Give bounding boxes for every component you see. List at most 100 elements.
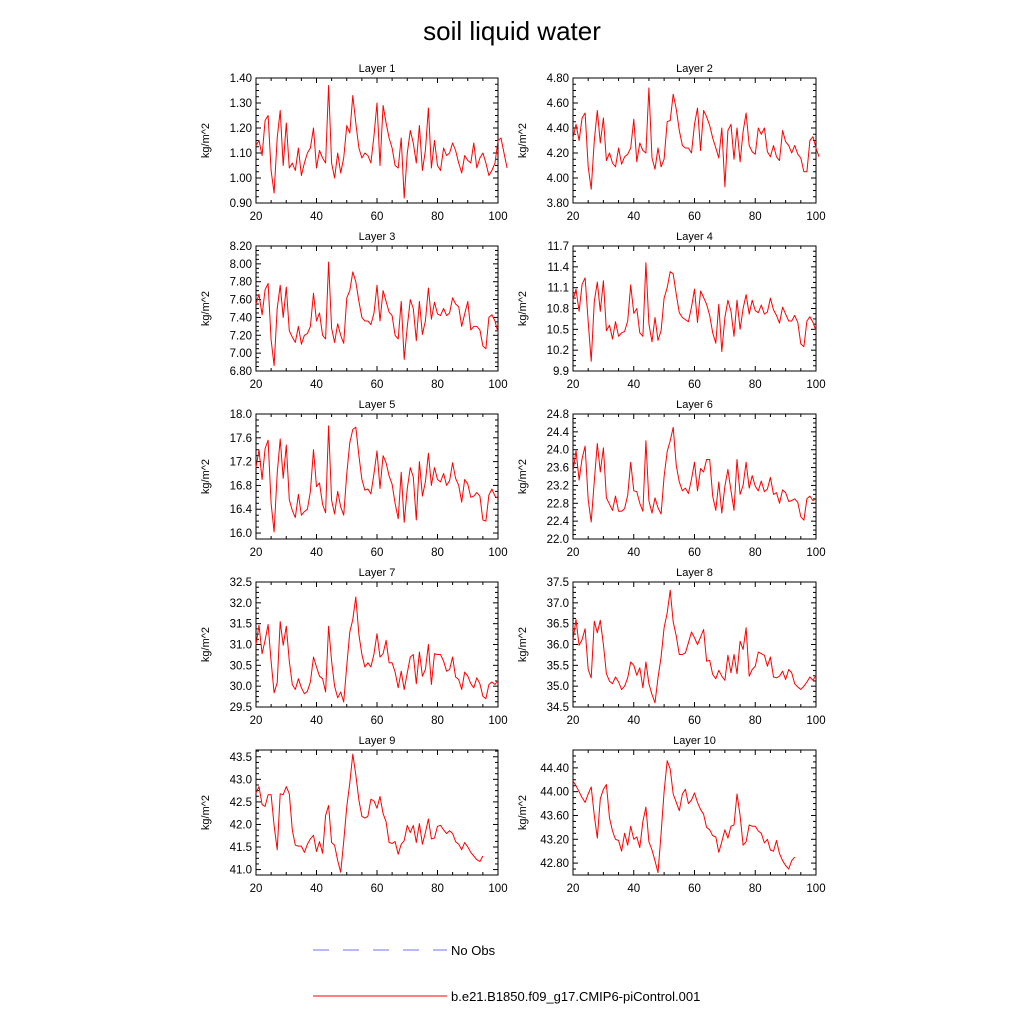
x-tick-label: 20 xyxy=(567,883,580,895)
y-tick-label: 8.00 xyxy=(230,259,252,271)
y-tick-label: 8.20 xyxy=(230,241,252,253)
panel-title: Layer 4 xyxy=(676,231,713,243)
y-axis-label: kg/m^2 xyxy=(517,459,529,494)
y-tick-label: 23.2 xyxy=(547,480,569,492)
x-tick-label: 100 xyxy=(806,547,825,559)
y-tick-label: 1.00 xyxy=(230,173,252,185)
y-tick-label: 0.90 xyxy=(230,198,252,210)
x-tick-label: 60 xyxy=(371,211,384,223)
y-tick-label: 42.5 xyxy=(230,797,252,809)
y-tick-label: 42.0 xyxy=(230,819,252,831)
panel-title: Layer 3 xyxy=(359,231,396,243)
x-tick-label: 20 xyxy=(567,547,580,559)
x-tick-label: 40 xyxy=(310,715,323,727)
y-tick-label: 31.0 xyxy=(230,640,252,652)
x-tick-label: 100 xyxy=(488,379,507,391)
x-tick-label: 80 xyxy=(431,883,444,895)
x-tick-label: 60 xyxy=(371,547,384,559)
series-line-layer-9 xyxy=(255,753,484,873)
y-axis-label: kg/m^2 xyxy=(200,459,212,494)
y-axis-label: kg/m^2 xyxy=(200,627,212,662)
y-tick-label: 7.20 xyxy=(230,330,252,342)
x-tick-label: 100 xyxy=(488,547,507,559)
y-tick-label: 35.0 xyxy=(547,681,569,693)
y-tick-label: 1.20 xyxy=(230,123,252,135)
series-line-layer-5 xyxy=(255,425,499,533)
x-tick-label: 40 xyxy=(310,883,323,895)
y-tick-label: 7.60 xyxy=(230,295,252,307)
panel-layer-2: Layer 2 kg/m^2 20 40 60 80 100 3.80 4.00 4.20 4.40… xyxy=(517,63,826,223)
y-tick-label: 43.0 xyxy=(230,774,252,786)
panel-title: Layer 7 xyxy=(359,567,396,579)
y-tick-label: 16.8 xyxy=(230,480,252,492)
y-tick-label: 37.0 xyxy=(547,598,569,610)
x-tick-label: 60 xyxy=(688,379,701,391)
panel-layer-6: Layer 6 kg/m^2 20 40 60 80 100 22.0 22.4 22.8 23.2… xyxy=(517,399,826,559)
x-tick-label: 100 xyxy=(488,211,507,223)
y-tick-label: 1.30 xyxy=(230,98,252,110)
x-tick-label: 100 xyxy=(806,883,825,895)
y-tick-label: 4.60 xyxy=(547,98,569,110)
series-line-layer-10 xyxy=(572,760,796,874)
panels: Layer 1 kg/m^2 20 40 60 80 100 0.90 1.00 1.10 1.20… xyxy=(200,63,826,895)
y-tick-label: 3.80 xyxy=(547,198,569,210)
y-axis-label: kg/m^2 xyxy=(517,123,529,158)
x-tick-label: 40 xyxy=(310,379,323,391)
y-axis-label: kg/m^2 xyxy=(517,291,529,326)
y-tick-label: 7.80 xyxy=(230,277,252,289)
series-line-layer-2 xyxy=(572,87,820,190)
x-tick-label: 80 xyxy=(749,211,762,223)
x-tick-label: 60 xyxy=(688,715,701,727)
x-tick-label: 80 xyxy=(749,883,762,895)
x-tick-label: 40 xyxy=(310,547,323,559)
y-tick-label: 18.0 xyxy=(230,409,252,421)
y-tick-label: 24.4 xyxy=(547,427,570,439)
x-tick-label: 100 xyxy=(806,715,825,727)
x-tick-label: 80 xyxy=(431,715,444,727)
x-tick-label: 20 xyxy=(250,547,263,559)
panel-layer-10: Layer 10 kg/m^2 20 40 60 80 100 42.80 43.20 43.60… xyxy=(517,735,826,895)
panel-layer-9: Layer 9 kg/m^2 20 40 60 80 100 41.0 41.5 42.0 42.5… xyxy=(200,735,508,895)
x-tick-label: 100 xyxy=(806,211,825,223)
y-tick-label: 1.10 xyxy=(230,148,252,160)
y-tick-label: 24.0 xyxy=(547,445,569,457)
x-tick-label: 80 xyxy=(749,547,762,559)
panel-title: Layer 10 xyxy=(673,735,716,747)
x-tick-label: 20 xyxy=(567,379,580,391)
y-tick-label: 23.6 xyxy=(547,463,569,475)
x-tick-label: 60 xyxy=(688,883,701,895)
panel-layer-5: Layer 5 kg/m^2 20 40 60 80 100 16.0 16.4 16.8 17.2… xyxy=(200,399,508,559)
y-tick-label: 16.0 xyxy=(230,528,252,540)
y-tick-label: 9.9 xyxy=(553,366,569,378)
y-tick-label: 10.8 xyxy=(547,304,569,316)
y-axis-label: kg/m^2 xyxy=(517,795,529,830)
x-tick-label: 60 xyxy=(688,547,701,559)
x-tick-label: 20 xyxy=(250,883,263,895)
y-tick-label: 41.5 xyxy=(230,842,252,854)
panel-layer-7: Layer 7 kg/m^2 20 40 60 80 100 29.5 30.0 30.5 31.0… xyxy=(200,567,508,727)
x-tick-label: 100 xyxy=(806,379,825,391)
panel-layer-1: Layer 1 kg/m^2 20 40 60 80 100 0.90 1.00 1.10 1.20… xyxy=(200,63,508,223)
y-tick-label: 42.80 xyxy=(540,858,569,870)
x-tick-label: 20 xyxy=(250,211,263,223)
panel-title: Layer 5 xyxy=(359,399,396,411)
y-tick-label: 30.5 xyxy=(230,660,252,672)
x-tick-label: 60 xyxy=(371,715,384,727)
x-tick-label: 100 xyxy=(488,883,507,895)
y-tick-label: 10.2 xyxy=(547,345,569,357)
panel-title: Layer 9 xyxy=(359,735,396,747)
y-tick-label: 17.6 xyxy=(230,433,252,445)
y-tick-label: 7.40 xyxy=(230,312,252,324)
panel-layer-4: Layer 4 kg/m^2 20 40 60 80 100 9.9 10.2 10.5 10.8 1… xyxy=(517,231,826,391)
y-tick-label: 29.5 xyxy=(230,702,252,714)
y-tick-label: 4.20 xyxy=(547,148,569,160)
x-tick-label: 60 xyxy=(688,211,701,223)
y-tick-label: 7.00 xyxy=(230,348,252,360)
series-line-layer-1 xyxy=(255,85,508,199)
series-line-layer-4 xyxy=(572,262,817,362)
y-tick-label: 31.5 xyxy=(230,619,252,631)
y-tick-label: 30.0 xyxy=(230,681,252,693)
panel-title: Layer 2 xyxy=(676,63,713,75)
y-tick-label: 36.0 xyxy=(547,640,569,652)
